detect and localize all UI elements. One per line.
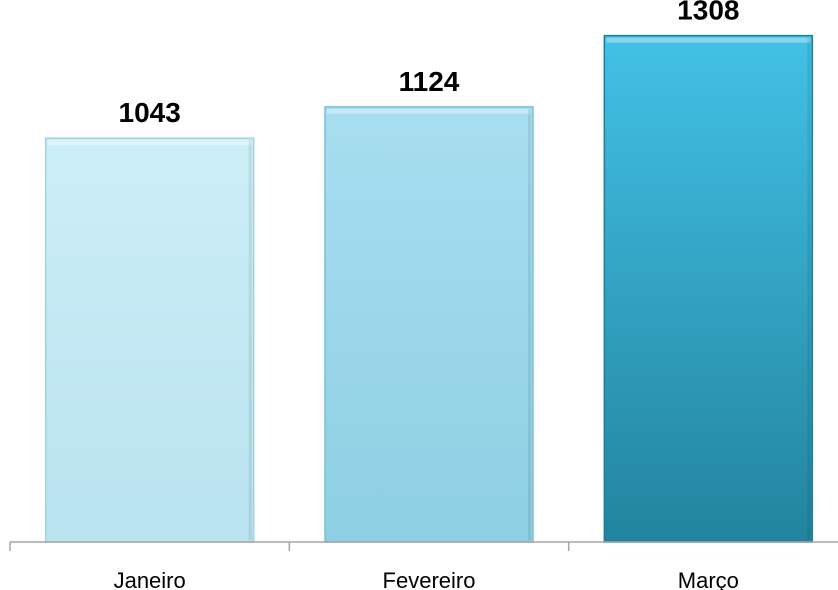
- bar: [324, 106, 534, 543]
- bar-shadow: [528, 108, 531, 540]
- x-tick-label: Fevereiro: [383, 568, 476, 590]
- bar-value-label: 1043: [119, 97, 181, 128]
- bar: [44, 137, 255, 543]
- bar-highlight: [606, 37, 811, 43]
- bar: [603, 34, 814, 543]
- bar-highlight: [327, 108, 531, 114]
- bar-value-label: 1308: [677, 0, 739, 26]
- value-labels-group: 1043 1124 1308: [119, 0, 740, 128]
- bar-highlight: [47, 140, 252, 146]
- bars-group: [44, 34, 814, 543]
- bar-value-label: 1124: [399, 66, 460, 97]
- bar-shadow: [248, 140, 252, 540]
- bar-shadow: [807, 37, 811, 541]
- x-axis-ticks: [9, 542, 570, 551]
- x-tick-label: Janeiro: [114, 568, 186, 590]
- x-axis-tick-labels: Janeiro Fevereiro Março: [114, 568, 739, 590]
- x-tick-label: Março: [678, 568, 739, 590]
